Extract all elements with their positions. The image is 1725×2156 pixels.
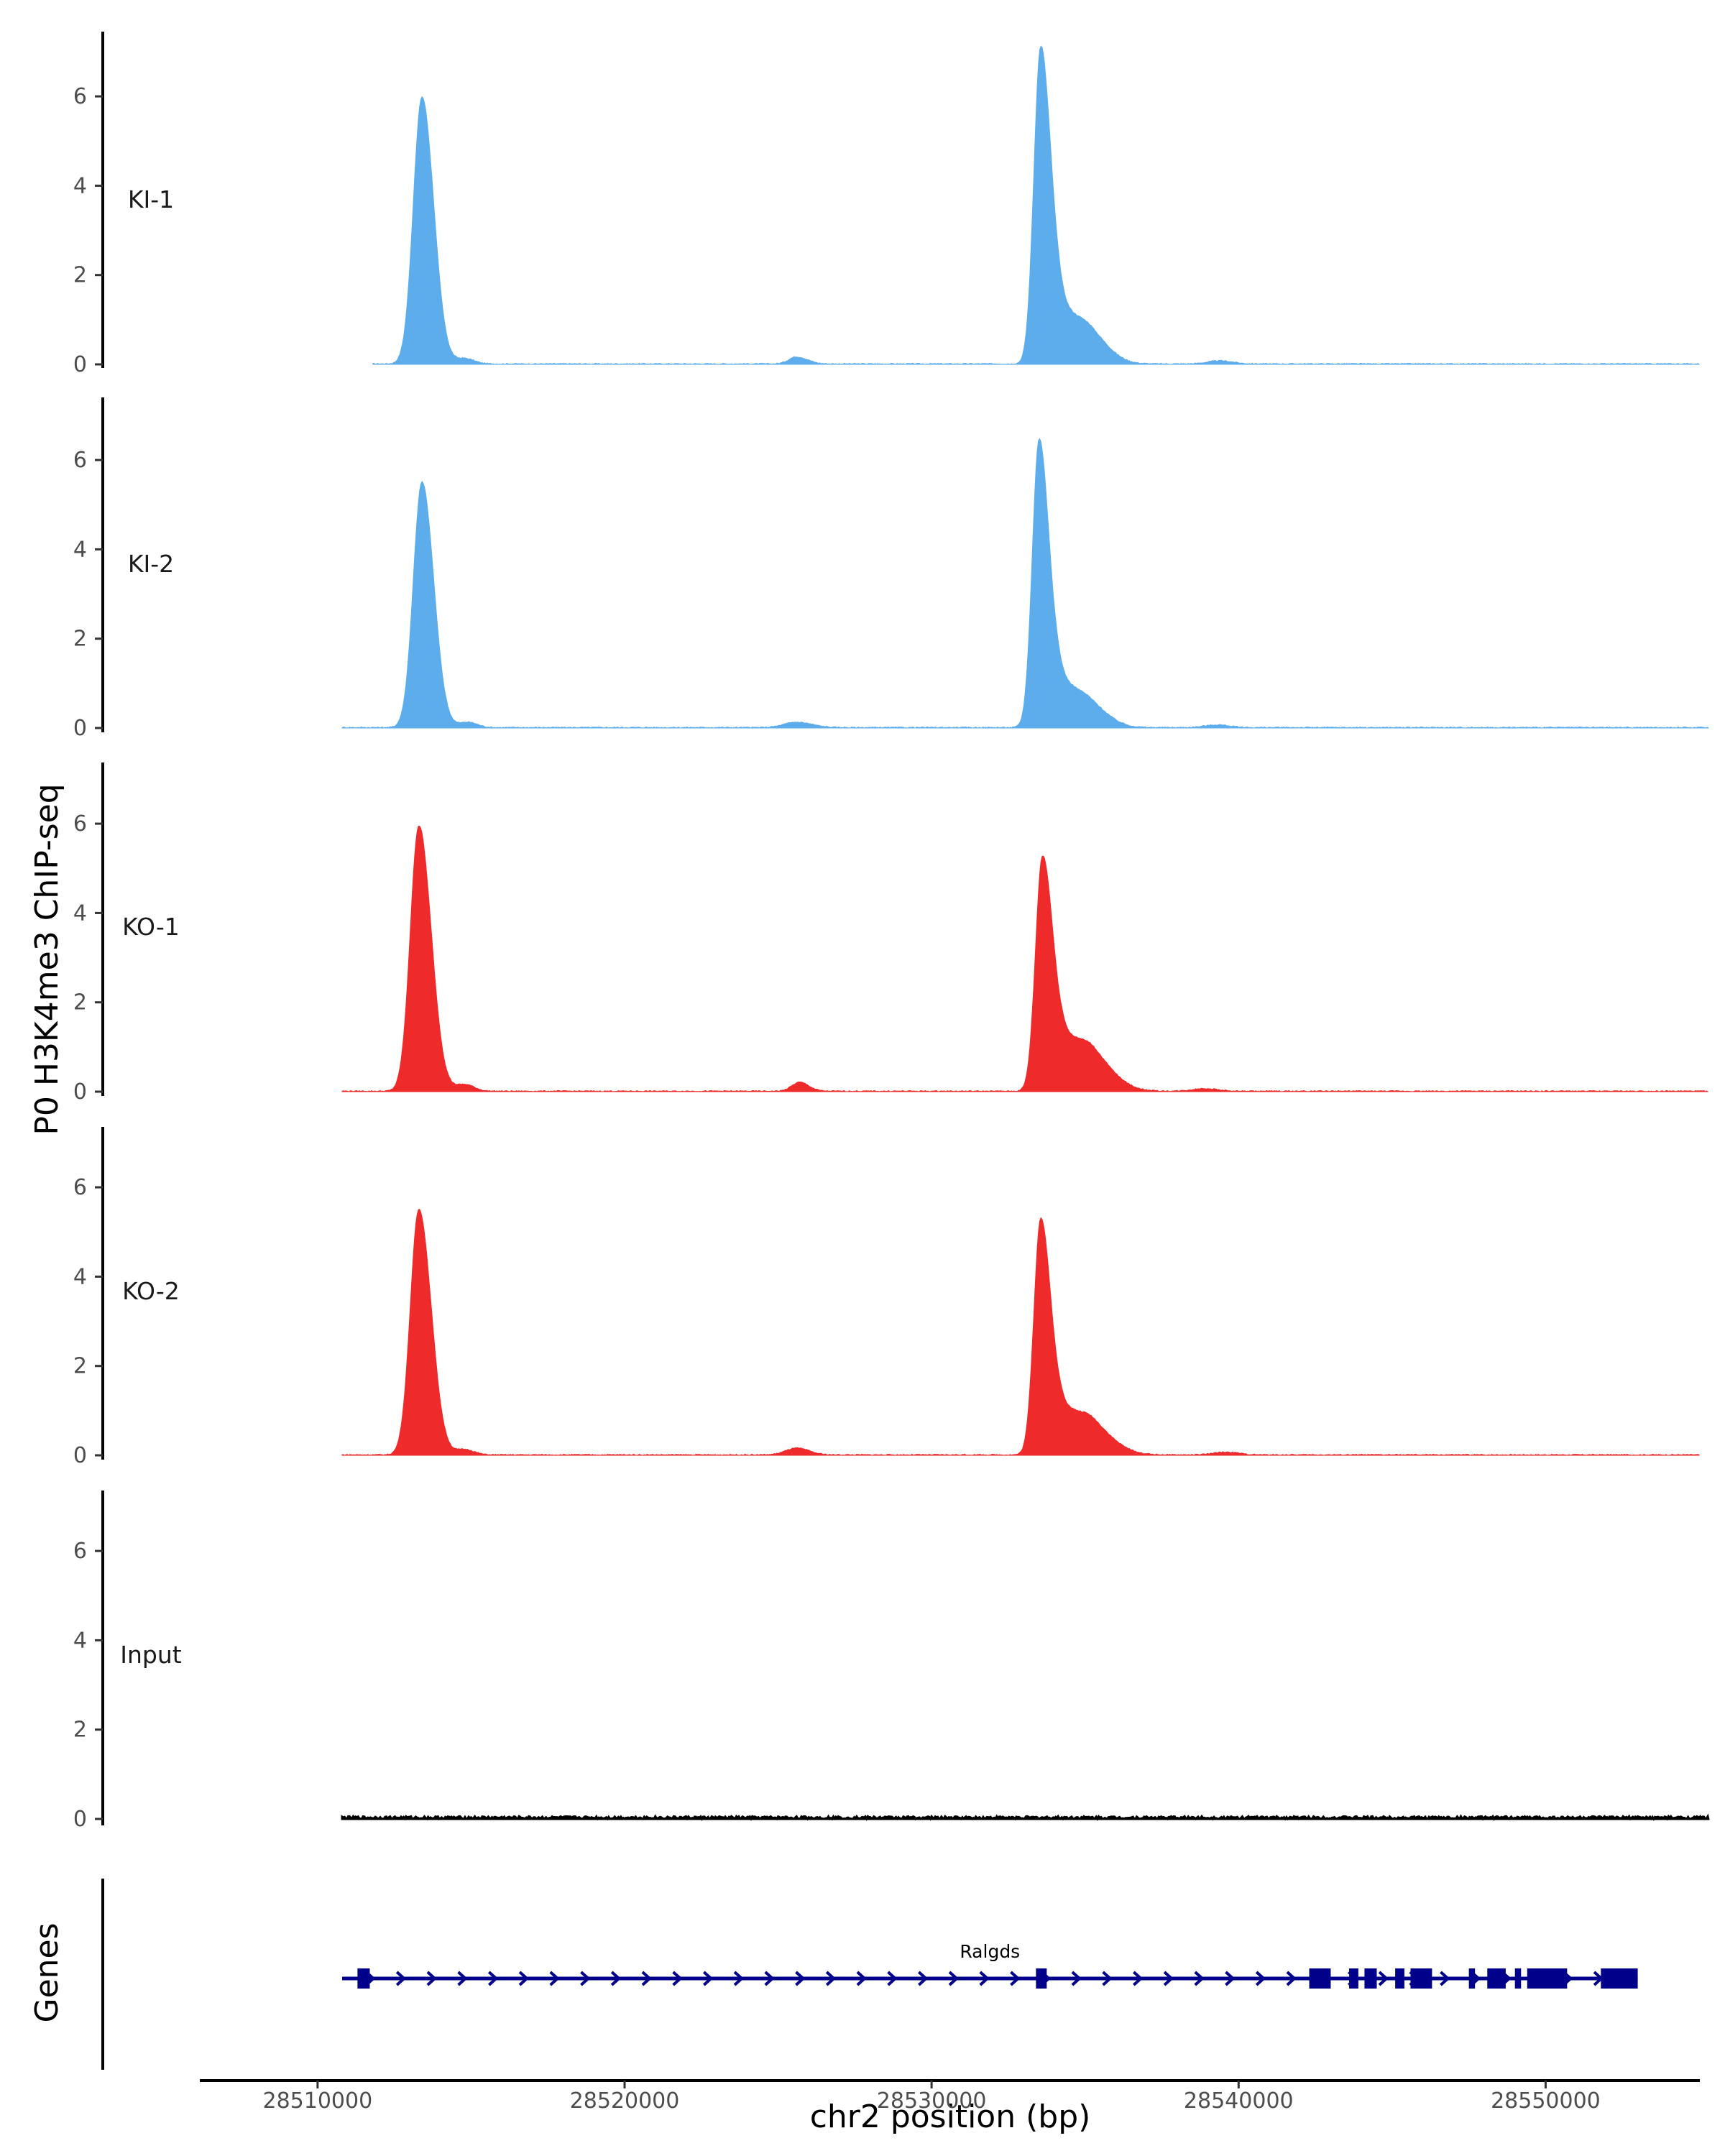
gene-strand-arrow [733, 1971, 745, 1986]
y-tick-label: 2 [73, 1354, 87, 1379]
y-tick-label: 6 [73, 84, 87, 109]
gene-strand-arrow [702, 1971, 714, 1986]
y-tick-label: 4 [73, 1264, 87, 1289]
track-ko-1: 0 2 4 6 KO-1 [73, 763, 1708, 1105]
x-tick-label: 28540000 [1184, 2088, 1294, 2114]
gene-exon [1514, 1968, 1522, 1989]
gene-strand-arrow [948, 1971, 960, 1986]
gene-strand-arrow [917, 1971, 929, 1986]
signal-area-ko-2 [341, 1208, 1700, 1456]
y-tick-label: 6 [73, 1539, 87, 1564]
y-tick-label: 0 [73, 1443, 87, 1468]
gene-exon [1601, 1968, 1638, 1989]
tracks-group: 0 2 4 6 KI-1 0 2 4 6 KI-2 0 2 4 6 KO-1 0 2 4 6 KO-2 0 2 4 6 Inpu… [73, 32, 1710, 1832]
gene-exon [1364, 1968, 1377, 1989]
gene-name-label: Ralgds [960, 1941, 1020, 1962]
gene-strand-arrow [518, 1971, 530, 1986]
x-axis: 28510000 28520000 28530000 28540000 28550000 [200, 2079, 1700, 2114]
gene-strand-arrow [1163, 1971, 1174, 1986]
gene-exon [357, 1968, 370, 1989]
signal-area-ki-1 [372, 45, 1700, 365]
y-tick-label: 6 [73, 1175, 87, 1200]
gene-strand-arrow [1194, 1971, 1205, 1986]
gene-exon [1395, 1968, 1404, 1989]
track-label: KO-2 [122, 1277, 180, 1305]
track-label: KI-1 [128, 185, 174, 213]
track-label: Input [120, 1641, 182, 1669]
y-tick-label: 4 [73, 900, 87, 926]
x-tick-label: 28530000 [877, 2088, 987, 2114]
gene-strand-arrow [795, 1971, 806, 1986]
y-tick-label: 2 [73, 1718, 87, 1743]
y-tick-label: 0 [73, 716, 87, 741]
gene-exon [1527, 1968, 1568, 1989]
y-tick-label: 6 [73, 448, 87, 473]
gene-strand-arrow [1071, 1971, 1082, 1986]
gene-strand-arrow [856, 1971, 867, 1986]
track-input: 0 2 4 6 Input [73, 1491, 1710, 1832]
gene-strand-arrow [1132, 1971, 1144, 1986]
gene-strand-arrow [1102, 1971, 1113, 1986]
gene-strand-arrow [825, 1971, 837, 1986]
y-tick-label: 4 [73, 537, 87, 562]
track-ko-2: 0 2 4 6 KO-2 [73, 1127, 1700, 1468]
gene-strand-arrow [1440, 1971, 1450, 1986]
gene-exon [1309, 1968, 1331, 1989]
gene-strand-arrow [395, 1971, 407, 1986]
gene-exon [1410, 1968, 1432, 1989]
gene-strand-arrow [1286, 1971, 1297, 1986]
gene-strand-arrow [580, 1971, 591, 1986]
gene-strand-arrow [610, 1971, 622, 1986]
track-ki-1: 0 2 4 6 KI-1 [73, 32, 1700, 377]
gene-exon [1349, 1968, 1358, 1989]
signal-area-ko-1 [341, 825, 1708, 1092]
gene-strand-arrow [764, 1971, 775, 1986]
gene-exon [1036, 1968, 1047, 1989]
gene-strand-arrow [979, 1971, 990, 1986]
gene-track: Ralgds [101, 1879, 1638, 2070]
signal-area-ki-2 [341, 438, 1709, 729]
y-tick-label: 0 [73, 1079, 87, 1105]
y-tick-label: 2 [73, 627, 87, 652]
gene-strand-arrow [672, 1971, 683, 1986]
y-tick-label: 4 [73, 1628, 87, 1653]
gene-strand-arrow [549, 1971, 560, 1986]
gene-strand-arrow [457, 1971, 468, 1986]
gene-strand-arrow [1378, 1971, 1389, 1986]
y-tick-label: 2 [73, 263, 87, 288]
gene-strand-arrow [1255, 1971, 1266, 1986]
y-tick-label: 4 [73, 173, 87, 198]
genes-track-title: Genes [29, 1922, 65, 2022]
x-tick-label: 28520000 [570, 2088, 680, 2114]
y-axis-title: P0 H3K4me3 ChIP-seq [29, 783, 65, 1135]
x-axis-title: chr2 position (bp) [810, 2099, 1091, 2135]
gene-strand-arrow [426, 1971, 437, 1986]
gene-strand-arrow [487, 1971, 499, 1986]
y-tick-label: 0 [73, 352, 87, 377]
track-ki-2: 0 2 4 6 KI-2 [73, 397, 1709, 741]
x-tick-label: 28550000 [1491, 2088, 1601, 2114]
gene-strand-arrow [887, 1971, 898, 1986]
y-tick-label: 6 [73, 811, 87, 837]
gene-strand-arrow [1225, 1971, 1236, 1986]
gene-strand-arrow [1010, 1971, 1021, 1986]
gene-strand-arrow [641, 1971, 652, 1986]
signal-area-input [341, 1813, 1710, 1822]
gene-exon [1468, 1968, 1476, 1989]
y-tick-label: 0 [73, 1807, 87, 1832]
gene-exon [1487, 1968, 1506, 1989]
x-tick-label: 28510000 [263, 2088, 373, 2114]
track-label: KI-2 [128, 550, 174, 578]
y-tick-label: 2 [73, 990, 87, 1015]
track-label: KO-1 [122, 913, 180, 941]
